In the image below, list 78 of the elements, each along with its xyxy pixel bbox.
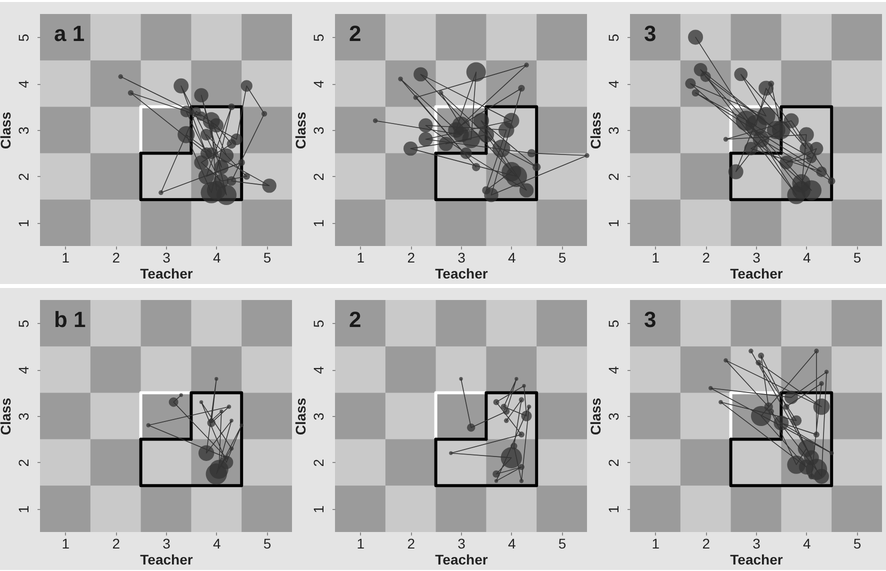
y-tick-label: 1 [16, 505, 32, 514]
x-tick-label: 4 [508, 536, 516, 552]
x-tick-label: 2 [112, 536, 120, 552]
y-tick-label: 3 [16, 412, 32, 420]
y-tick-label: 1 [606, 505, 622, 514]
x-axis-title: Teacher [435, 266, 488, 282]
x-tick-label: 5 [853, 250, 862, 266]
x-tick-label: 4 [803, 250, 811, 266]
x-tick-label: 2 [407, 250, 416, 266]
chart-title: 3 [644, 21, 656, 46]
y-tick-label: 2 [310, 458, 326, 467]
x-axis-title: Teacher [140, 552, 194, 568]
y-tick-label: 2 [606, 172, 622, 181]
x-tick-label: 3 [752, 536, 761, 552]
y-tick-label: 4 [606, 80, 622, 88]
y-tick-label: 4 [16, 80, 32, 88]
y-axis-title: Class [0, 398, 14, 436]
y-tick-label: 1 [606, 219, 622, 228]
x-tick-label: 3 [162, 536, 171, 552]
x-tick-label: 5 [853, 536, 862, 552]
chart-title: a 1 [54, 21, 85, 46]
y-tick-label: 2 [16, 458, 32, 467]
y-axis-title: Class [0, 112, 14, 150]
x-tick-label: 5 [558, 250, 566, 266]
x-tick-label: 2 [407, 536, 416, 552]
x-tick-label: 3 [458, 250, 466, 266]
y-tick-label: 5 [16, 34, 32, 42]
y-tick-label: 4 [606, 366, 622, 374]
x-tick-label: 1 [356, 536, 365, 552]
y-tick-label: 3 [310, 412, 326, 420]
x-tick-label: 5 [263, 250, 272, 266]
y-axis-title: Class [588, 112, 604, 150]
x-tick-label: 1 [356, 250, 365, 266]
y-tick-label: 1 [16, 219, 32, 228]
y-axis-title: Class [292, 112, 308, 150]
x-tick-label: 1 [652, 250, 660, 266]
y-axis-title: Class [588, 398, 604, 436]
chart-title: b 1 [54, 307, 86, 332]
y-tick-label: 4 [16, 366, 32, 374]
x-tick-label: 3 [752, 250, 761, 266]
y-tick-label: 3 [606, 412, 622, 420]
y-tick-label: 4 [310, 366, 326, 374]
x-tick-label: 5 [558, 536, 566, 552]
y-tick-label: 2 [310, 172, 326, 181]
y-tick-label: 2 [16, 172, 32, 181]
x-tick-label: 3 [162, 250, 171, 266]
x-axis-title: Teacher [730, 266, 784, 282]
x-tick-label: 1 [62, 536, 70, 552]
x-tick-label: 1 [652, 536, 660, 552]
chart-title: 2 [349, 307, 362, 332]
y-axis-title: Class [292, 398, 308, 436]
x-tick-label: 2 [702, 250, 710, 266]
x-tick-label: 4 [508, 250, 516, 266]
y-tick-label: 3 [310, 126, 326, 134]
y-tick-label: 3 [606, 126, 622, 134]
x-tick-label: 4 [803, 536, 811, 552]
y-tick-label: 5 [310, 34, 326, 42]
y-tick-label: 2 [606, 458, 622, 467]
chart-title: 2 [349, 21, 362, 46]
chart-title: 3 [644, 307, 656, 332]
y-tick-label: 3 [16, 126, 32, 134]
x-tick-label: 1 [62, 250, 70, 266]
x-axis-title: Teacher [730, 552, 784, 568]
x-tick-label: 2 [112, 250, 120, 266]
y-tick-label: 5 [310, 320, 326, 328]
x-axis-title: Teacher [435, 552, 488, 568]
y-tick-label: 5 [16, 320, 32, 328]
y-tick-label: 5 [606, 34, 622, 42]
y-tick-label: 5 [606, 320, 622, 328]
x-axis-title: Teacher [140, 266, 194, 282]
x-tick-label: 5 [263, 536, 272, 552]
x-tick-label: 4 [213, 536, 221, 552]
y-tick-label: 1 [310, 219, 326, 228]
y-tick-label: 1 [310, 505, 326, 514]
x-tick-label: 4 [213, 250, 221, 266]
x-tick-label: 2 [702, 536, 710, 552]
y-tick-label: 4 [310, 80, 326, 88]
x-tick-label: 3 [458, 536, 466, 552]
